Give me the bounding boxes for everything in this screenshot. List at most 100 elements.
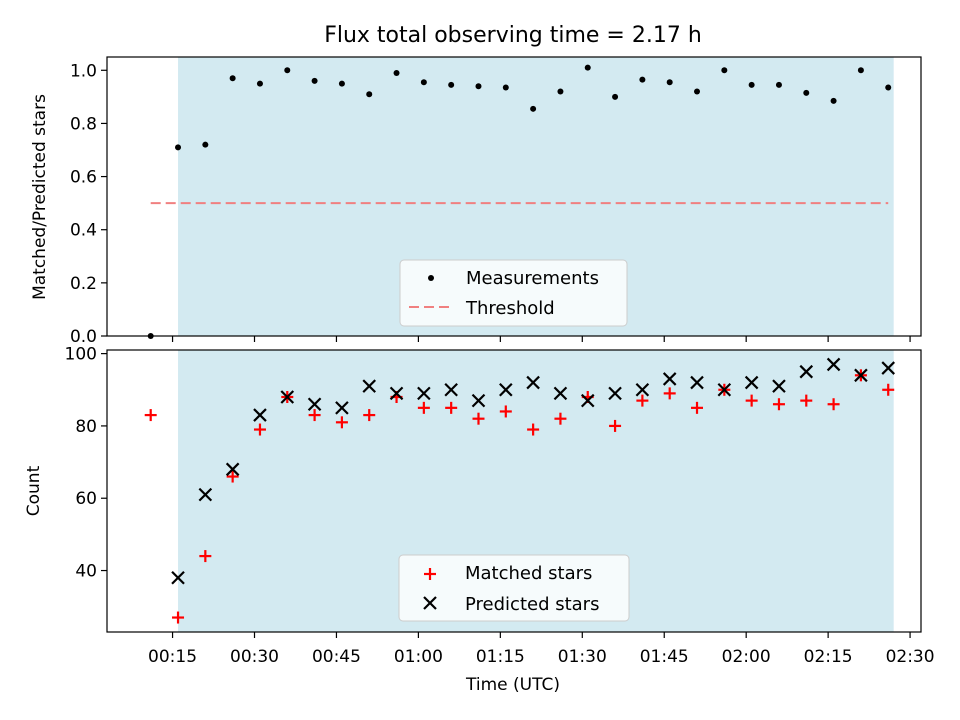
top-legend: Measurements Threshold: [399, 259, 628, 327]
predicted-star-point: [471, 393, 486, 408]
x-tick-label: 00:15: [148, 647, 197, 667]
matched-star-point: [691, 401, 704, 414]
measurement-point: [666, 79, 673, 86]
matched-star-point: [335, 416, 348, 429]
x-tick-label: 02:00: [722, 647, 771, 667]
predicted-star-point: [417, 386, 431, 401]
measurement-point: [393, 69, 400, 76]
matched-star-point: [253, 423, 266, 436]
chart-title: Flux total observing time = 2.17 h: [324, 23, 702, 48]
x-tick-label: 02:30: [886, 647, 935, 667]
bottom-y-ticks: 40 60 80 100: [65, 345, 107, 582]
bottom-y-axis-label: Count: [24, 465, 44, 516]
predicted-star-point: [799, 364, 814, 379]
legend-threshold-label: Threshold: [465, 298, 555, 319]
measurement-point: [448, 81, 455, 88]
x-tick-label: 02:15: [804, 647, 853, 667]
measurement-point: [830, 97, 837, 104]
measurement-point: [338, 80, 345, 87]
measurement-point: [530, 105, 537, 112]
predicted-star-point: [499, 382, 513, 397]
predicted-stars-points: [171, 357, 895, 585]
legend-matched-marker: [424, 568, 436, 580]
top-y-tick-label: 0.2: [70, 274, 97, 294]
predicted-star-point: [635, 382, 650, 397]
top-y-tick-label: 0.4: [70, 221, 97, 241]
measurement-point: [311, 77, 318, 84]
predicted-star-point: [280, 390, 295, 404]
predicted-star-point: [225, 462, 240, 477]
bottom-x-ticks: 00:15 00:30 00:45 01:00 01:15 01:30 01:45 02:00…: [148, 632, 935, 667]
predicted-star-point: [307, 397, 322, 412]
bottom-y-tick-label: 60: [75, 489, 97, 509]
measurement-point: [639, 76, 646, 83]
bottom-panel: 40 60 80 100 00:15 00:30 00:45 01:00 01:15 01:30…: [24, 345, 935, 695]
measurement-point: [584, 64, 591, 71]
predicted-star-point: [826, 357, 841, 372]
matched-star-point: [745, 394, 758, 407]
matched-star-point: [827, 398, 840, 411]
predicted-star-point: [717, 382, 732, 397]
matched-star-point: [445, 401, 458, 414]
x-tick-label: 01:45: [640, 647, 689, 667]
bottom-y-tick-label: 80: [75, 417, 97, 437]
predicted-star-point: [580, 393, 595, 408]
measurement-points: [147, 64, 892, 339]
measurement-point: [803, 89, 810, 96]
matched-star-point: [772, 398, 785, 411]
legend-matched-label: Matched stars: [465, 563, 592, 584]
measurement-point: [284, 67, 291, 74]
bottom-legend-box: [398, 554, 630, 622]
predicted-star-point: [662, 372, 677, 386]
matched-star-point: [226, 470, 239, 483]
measurement-point: [612, 93, 619, 100]
bottom-y-tick-label: 40: [75, 562, 97, 582]
matched-stars-points: [144, 369, 895, 624]
top-y-tick-label: 1.0: [70, 61, 97, 81]
top-y-tick-label: 0.8: [70, 114, 97, 134]
top-x-ticks: [171, 336, 911, 342]
matched-star-point: [800, 394, 813, 407]
matched-star-point: [144, 409, 157, 422]
measurement-point: [229, 75, 236, 82]
predicted-star-point: [690, 375, 704, 390]
predicted-star-point: [253, 408, 267, 422]
matched-star-point: [527, 423, 540, 436]
measurement-point: [557, 88, 564, 95]
x-axis-label: Time (UTC): [465, 675, 560, 695]
matched-star-point: [554, 412, 567, 425]
measurement-point: [885, 84, 892, 91]
measurement-point: [857, 67, 864, 74]
predicted-star-point: [198, 487, 213, 502]
predicted-star-point: [335, 401, 349, 415]
top-axes-frame: [106, 56, 922, 337]
measurement-point: [475, 83, 482, 90]
predicted-star-point: [526, 375, 540, 390]
matched-star-point: [882, 383, 895, 396]
x-tick-label: 01:15: [476, 647, 525, 667]
predicted-star-point: [854, 368, 868, 383]
matched-star-point: [417, 401, 430, 414]
x-tick-label: 00:45: [312, 647, 361, 667]
predicted-star-point: [553, 386, 568, 401]
x-tick-label: 00:30: [230, 647, 279, 667]
top-y-tick-label: 0.0: [70, 327, 97, 347]
predicted-star-point: [389, 386, 404, 401]
predicted-star-point: [881, 361, 895, 375]
measurement-point: [202, 141, 209, 148]
x-tick-label: 01:00: [394, 647, 443, 667]
matched-star-point: [636, 394, 649, 407]
top-y-axis-label: Matched/Predicted stars: [30, 94, 50, 300]
bottom-legend: Matched stars Predicted stars: [398, 554, 630, 622]
top-panel: 0.0 0.2 0.4 0.6 0.8 1.0 Matched/Predicted sta…: [30, 56, 922, 347]
legend-measurements-marker: [428, 275, 434, 281]
measurement-point: [694, 88, 701, 95]
matched-star-point: [199, 550, 212, 563]
predicted-star-point: [772, 379, 786, 393]
top-legend-box: [399, 259, 628, 327]
matched-star-point: [499, 405, 512, 418]
measurement-point: [256, 80, 263, 87]
measurement-point: [366, 91, 373, 98]
matched-star-point: [663, 387, 676, 400]
matched-star-point: [472, 412, 485, 425]
